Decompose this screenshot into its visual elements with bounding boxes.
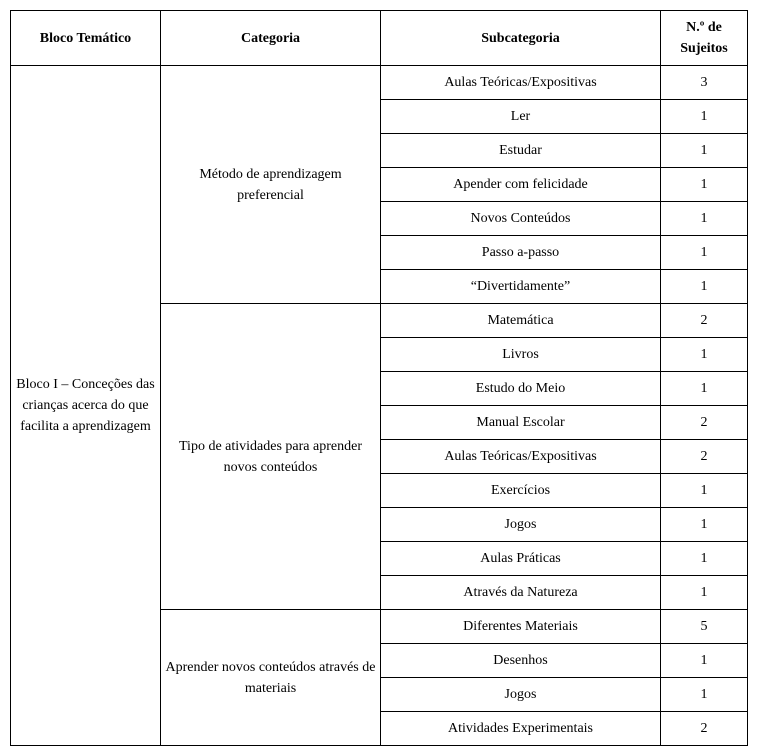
cell-subcategoria: Desenhos <box>381 644 661 678</box>
cell-n: 1 <box>661 542 748 576</box>
cell-n: 1 <box>661 236 748 270</box>
cell-n: 1 <box>661 678 748 712</box>
cell-n: 2 <box>661 440 748 474</box>
cell-bloco: Bloco I – Conceções das crianças acerca … <box>11 66 161 746</box>
col-header-subcategoria: Subcategoria <box>381 11 661 66</box>
cell-subcategoria: Aulas Práticas <box>381 542 661 576</box>
cell-n: 2 <box>661 712 748 746</box>
cell-n: 2 <box>661 304 748 338</box>
cell-subcategoria: Aulas Teóricas/Expositivas <box>381 440 661 474</box>
table-header-row: Bloco Temático Categoria Subcategoria N.… <box>11 11 748 66</box>
cell-n: 1 <box>661 134 748 168</box>
col-header-bloco: Bloco Temático <box>11 11 161 66</box>
cell-subcategoria: Aulas Teóricas/Expositivas <box>381 66 661 100</box>
cell-n: 1 <box>661 270 748 304</box>
cell-n: 3 <box>661 66 748 100</box>
cell-n: 1 <box>661 202 748 236</box>
cell-subcategoria: Através da Natureza <box>381 576 661 610</box>
col-header-sujeitos: N.º de Sujeitos <box>661 11 748 66</box>
cell-subcategoria: Exercícios <box>381 474 661 508</box>
cell-subcategoria: Novos Conteúdos <box>381 202 661 236</box>
cell-n: 1 <box>661 576 748 610</box>
cell-subcategoria: Atividades Experimentais <box>381 712 661 746</box>
cell-n: 1 <box>661 644 748 678</box>
cell-subcategoria: Jogos <box>381 678 661 712</box>
cell-n: 1 <box>661 508 748 542</box>
cell-n: 1 <box>661 168 748 202</box>
cell-subcategoria: Apender com felicidade <box>381 168 661 202</box>
cell-categoria: Aprender novos conteúdos através de mate… <box>161 610 381 746</box>
cell-subcategoria: Livros <box>381 338 661 372</box>
cell-subcategoria: Manual Escolar <box>381 406 661 440</box>
data-table: Bloco Temático Categoria Subcategoria N.… <box>10 10 748 746</box>
cell-subcategoria: Estudo do Meio <box>381 372 661 406</box>
table-row: Bloco I – Conceções das crianças acerca … <box>11 66 748 100</box>
cell-n: 1 <box>661 338 748 372</box>
cell-categoria: Tipo de atividades para aprender novos c… <box>161 304 381 610</box>
cell-subcategoria: Jogos <box>381 508 661 542</box>
cell-subcategoria: Matemática <box>381 304 661 338</box>
cell-n: 1 <box>661 474 748 508</box>
cell-subcategoria: Diferentes Materiais <box>381 610 661 644</box>
cell-subcategoria: Estudar <box>381 134 661 168</box>
cell-n: 5 <box>661 610 748 644</box>
cell-subcategoria: Passo a-passo <box>381 236 661 270</box>
cell-n: 1 <box>661 100 748 134</box>
cell-n: 2 <box>661 406 748 440</box>
cell-subcategoria: Ler <box>381 100 661 134</box>
cell-subcategoria: “Divertidamente” <box>381 270 661 304</box>
cell-categoria: Método de aprendizagem preferencial <box>161 66 381 304</box>
col-header-categoria: Categoria <box>161 11 381 66</box>
cell-n: 1 <box>661 372 748 406</box>
